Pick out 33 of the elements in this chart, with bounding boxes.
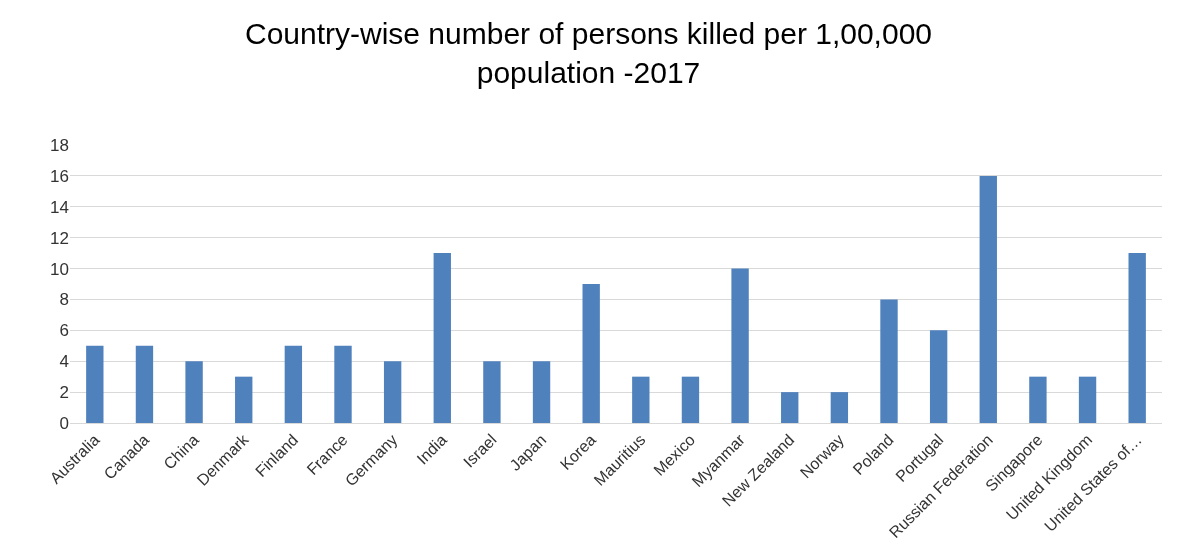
y-tick-label: 18 [50,135,69,155]
bar [532,361,551,423]
y-tick-label: 12 [50,228,69,248]
bar [582,284,600,423]
bar [235,376,253,423]
bar [135,345,154,423]
y-tick-label: 4 [59,352,69,372]
bar [781,392,799,423]
y-tick-label: 8 [59,290,69,310]
bar [334,345,352,423]
bar [483,361,501,423]
bar [1029,376,1047,423]
bar [929,330,948,423]
bar [681,376,700,423]
bar [979,175,997,423]
bar [433,253,451,423]
chart-title: Country-wise number of persons killed per 1,00,000 population -2017 [244,17,933,90]
bar [185,361,203,423]
bar [632,376,650,423]
bar [86,345,104,423]
y-tick-label: 0 [59,413,69,433]
bar [880,299,898,423]
y-tick-label: 6 [59,321,69,341]
y-tick-label: 2 [59,383,69,403]
bar [284,345,303,423]
bar [1078,376,1097,423]
bar [731,268,749,423]
bar [830,392,849,423]
bar [383,361,402,423]
bar [1128,253,1146,423]
y-tick-label: 16 [50,166,69,186]
y-tick-label: 14 [50,197,69,217]
y-tick-label: 10 [50,259,69,279]
